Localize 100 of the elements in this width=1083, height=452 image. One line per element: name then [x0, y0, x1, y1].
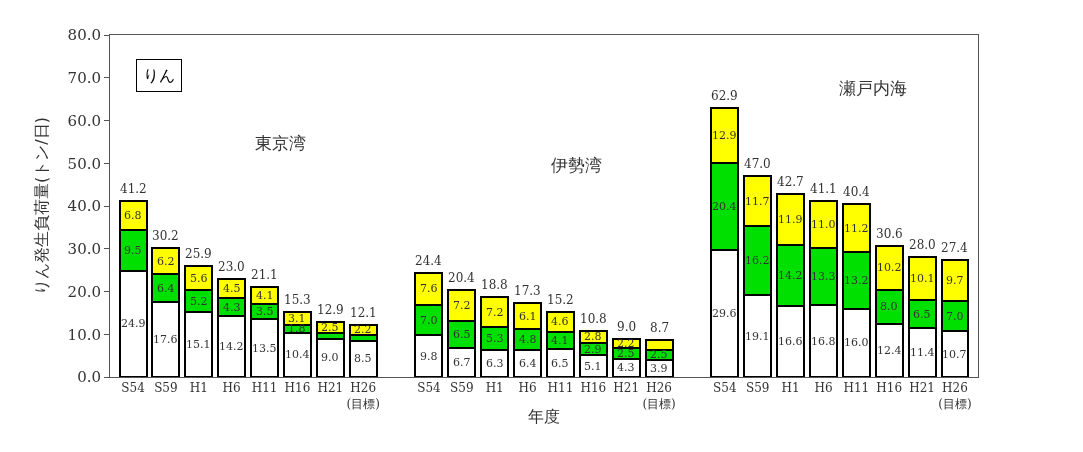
total-label: 12.9: [317, 303, 344, 317]
data-label: 6.5: [913, 308, 931, 321]
x-tick-label: H11: [547, 381, 574, 396]
total-label: 8.7: [650, 321, 670, 335]
data-label: 6.1: [519, 310, 537, 323]
total-label: 12.1: [350, 306, 377, 320]
data-label: 6.5: [551, 357, 569, 370]
data-label: 5.2: [190, 295, 208, 308]
data-label: 2.5: [321, 321, 339, 334]
x-tick-label: H11: [843, 381, 870, 396]
data-label: 2.9: [584, 343, 602, 356]
total-label: 15.3: [284, 293, 311, 307]
data-label: 2.5: [650, 348, 668, 361]
x-tick-label: H6: [222, 381, 241, 396]
x-tick-label: H6: [518, 381, 537, 396]
data-label: 5.3: [486, 332, 504, 345]
data-label: 4.3: [617, 361, 635, 374]
data-label: 20.4: [712, 200, 737, 213]
data-label: 3.9: [650, 362, 668, 375]
data-label: 2.8: [584, 330, 602, 343]
total-label: 30.6: [876, 227, 903, 241]
data-label: 13.3: [811, 270, 836, 283]
total-label: 18.8: [481, 278, 508, 292]
y-tick-label: 70.0: [67, 69, 101, 87]
y-tick-label: 50.0: [67, 154, 101, 173]
data-label: 14.2: [219, 340, 244, 353]
data-label: 12.4: [877, 344, 902, 357]
total-label: 23.0: [218, 260, 245, 274]
data-label: 16.8: [811, 335, 836, 348]
data-label: 6.2: [157, 255, 175, 268]
x-tick-label: H21: [909, 381, 935, 396]
x-tick-label: S59: [154, 381, 178, 396]
data-label: 9.7: [946, 274, 964, 287]
data-label: 11.2: [844, 222, 869, 235]
annotation: 瀬戸内海: [839, 78, 907, 98]
annotation: りん: [143, 66, 175, 85]
x-tick-label: S54: [121, 381, 146, 396]
data-label: 6.7: [453, 356, 471, 369]
data-label: 7.0: [946, 310, 964, 323]
data-label: 2.2: [617, 337, 635, 350]
total-label: 25.9: [185, 247, 212, 261]
data-label: 6.3: [486, 357, 504, 370]
total-label: 62.9: [711, 89, 738, 103]
data-label: 24.9: [121, 317, 146, 330]
total-label: 27.4: [941, 241, 969, 255]
total-label: 20.4: [448, 271, 476, 285]
data-label: 8.0: [880, 300, 898, 313]
data-label: 17.6: [153, 333, 178, 346]
data-label: 4.3: [223, 301, 241, 314]
data-label: 7.2: [486, 306, 504, 319]
data-label: 7.6: [420, 282, 438, 295]
x-tick-label: S54: [713, 381, 737, 396]
total-label: 10.8: [580, 312, 607, 326]
x-tick-label: H21: [613, 381, 640, 396]
data-label: 29.6: [712, 307, 737, 320]
x-tick-label: H26 (目標): [642, 381, 676, 411]
data-label: 11.9: [778, 213, 803, 226]
data-label: 6.4: [157, 282, 175, 295]
data-label: 2.2: [354, 323, 372, 336]
x-tick-label: S54: [417, 381, 442, 396]
annotation: 東京湾: [255, 133, 306, 153]
data-label: 7.0: [420, 314, 438, 327]
data-label: 9.8: [420, 350, 438, 363]
data-label: 4.1: [551, 334, 569, 347]
x-tick-label: H21: [317, 381, 344, 396]
data-label: 13.2: [844, 274, 869, 287]
data-label: 11.0: [811, 218, 836, 231]
y-tick-label: 80.0: [67, 26, 101, 45]
data-label: 16.6: [778, 335, 803, 348]
total-label: 24.4: [415, 254, 443, 268]
x-tick-label: S59: [450, 381, 474, 396]
data-label: 9.5: [124, 244, 142, 257]
y-tick-label: 60.0: [67, 111, 101, 130]
data-label: 3.1: [288, 312, 306, 325]
x-tick-label: H26 (目標): [346, 381, 380, 411]
x-tick-label: H26 (目標): [938, 381, 972, 411]
total-label: 40.4: [843, 185, 871, 199]
data-label: 7.2: [453, 299, 471, 312]
data-label: 4.5: [223, 282, 241, 295]
data-label: 6.5: [453, 328, 471, 341]
total-label: 15.2: [547, 293, 574, 307]
x-tick-label: H6: [814, 381, 833, 396]
annotation: 伊勢湾: [551, 155, 602, 175]
x-tick-label: H1: [781, 381, 800, 396]
data-label: 10.4: [285, 348, 310, 361]
data-label: 3.5: [256, 305, 274, 318]
x-axis-title: 年度: [528, 406, 560, 426]
total-label: 42.7: [777, 175, 804, 189]
data-label: 11.7: [745, 195, 770, 208]
total-label: 47.0: [744, 157, 771, 171]
data-label: 9.0: [321, 351, 339, 364]
data-label: 5.6: [190, 272, 208, 285]
y-tick-label: 10.0: [67, 325, 101, 344]
data-label: 12.9: [712, 129, 737, 142]
y-tick-label: 40.0: [67, 197, 101, 216]
data-label: 4.6: [551, 315, 569, 328]
data-label: 16.2: [745, 254, 770, 267]
x-tick-label: H16: [580, 381, 607, 396]
total-label: 41.2: [120, 182, 147, 196]
y-tick-label: 20.0: [67, 282, 101, 301]
